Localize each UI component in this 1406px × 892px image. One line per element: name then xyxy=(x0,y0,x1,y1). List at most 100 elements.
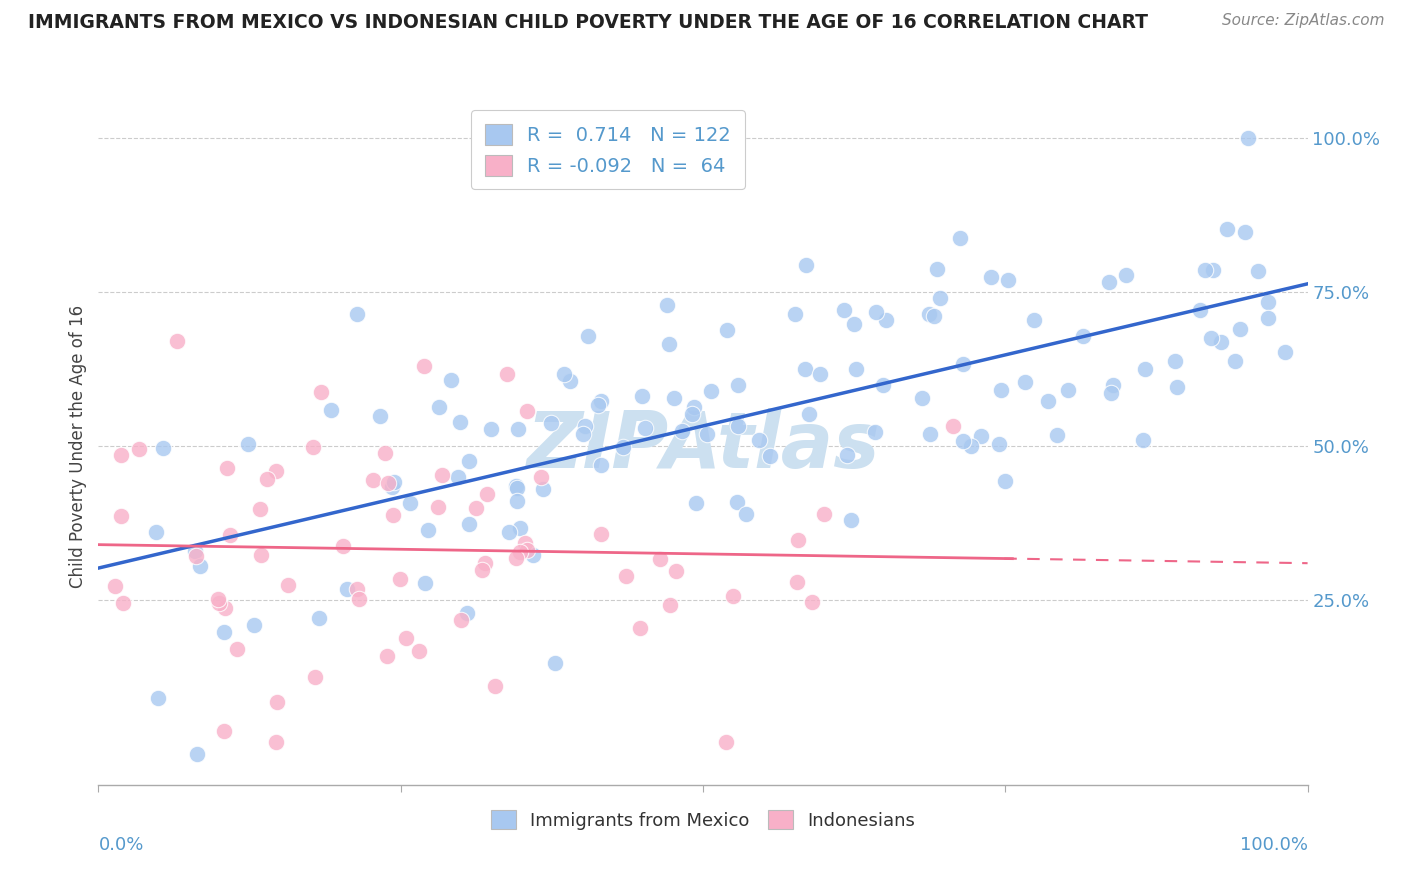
Point xyxy=(560,375,582,389)
Point xyxy=(631,388,654,402)
Point xyxy=(1098,275,1121,289)
Point xyxy=(346,582,368,596)
Point xyxy=(794,361,817,376)
Point xyxy=(721,589,744,603)
Point xyxy=(928,292,950,306)
Point xyxy=(112,596,135,610)
Point xyxy=(152,442,174,456)
Point xyxy=(942,418,965,433)
Point xyxy=(427,401,450,415)
Point xyxy=(249,501,271,516)
Point xyxy=(475,487,498,501)
Point xyxy=(506,423,529,437)
Point xyxy=(658,337,681,351)
Point xyxy=(509,545,531,559)
Point xyxy=(186,549,208,564)
Point xyxy=(309,385,332,400)
Point xyxy=(319,402,342,417)
Point xyxy=(505,550,527,565)
Point xyxy=(301,441,323,455)
Point xyxy=(479,422,502,436)
Point xyxy=(875,312,897,326)
Point xyxy=(664,391,686,405)
Point xyxy=(808,367,831,381)
Point xyxy=(219,527,242,541)
Point xyxy=(332,540,354,554)
Point xyxy=(347,591,370,606)
Point xyxy=(399,496,422,510)
Point xyxy=(104,579,127,593)
Point xyxy=(1201,331,1223,345)
Point xyxy=(949,231,972,245)
Point xyxy=(226,641,249,656)
Point xyxy=(214,625,236,640)
Point xyxy=(832,303,855,318)
Text: IMMIGRANTS FROM MEXICO VS INDONESIAN CHILD POVERTY UNDER THE AGE OF 16 CORRELATI: IMMIGRANTS FROM MEXICO VS INDONESIAN CHI… xyxy=(28,13,1149,32)
Point xyxy=(785,307,807,321)
Point xyxy=(256,472,278,486)
Point xyxy=(614,568,637,582)
Point xyxy=(911,392,934,406)
Point xyxy=(589,393,612,408)
Point xyxy=(243,618,266,632)
Point xyxy=(148,690,170,705)
Point xyxy=(145,525,167,540)
Point xyxy=(1014,376,1036,390)
Point xyxy=(236,437,259,451)
Point xyxy=(813,507,835,521)
Point xyxy=(308,611,330,625)
Point xyxy=(571,427,593,442)
Point xyxy=(735,507,758,521)
Point xyxy=(794,258,817,272)
Point xyxy=(576,329,599,343)
Point xyxy=(1201,263,1223,277)
Point xyxy=(374,446,396,460)
Point xyxy=(918,427,941,442)
Legend: Immigrants from Mexico, Indonesians: Immigrants from Mexico, Indonesians xyxy=(479,798,927,840)
Point xyxy=(277,578,299,592)
Point xyxy=(591,527,613,541)
Text: 100.0%: 100.0% xyxy=(1240,836,1308,854)
Point xyxy=(458,517,481,532)
Point xyxy=(1046,428,1069,442)
Point xyxy=(786,574,808,589)
Point xyxy=(952,357,974,371)
Point xyxy=(1257,311,1279,326)
Point xyxy=(368,409,391,424)
Point xyxy=(797,407,820,421)
Point xyxy=(727,377,749,392)
Point xyxy=(725,495,748,509)
Point xyxy=(509,521,531,535)
Point xyxy=(516,542,538,557)
Point xyxy=(990,384,1012,398)
Point xyxy=(336,582,359,596)
Point xyxy=(1166,380,1188,394)
Point xyxy=(1229,322,1251,336)
Point xyxy=(844,318,866,332)
Point xyxy=(994,475,1017,489)
Point xyxy=(212,724,235,739)
Point xyxy=(474,556,496,570)
Point xyxy=(839,513,862,527)
Point xyxy=(648,551,671,566)
Point xyxy=(671,425,693,439)
Point xyxy=(304,670,326,684)
Point xyxy=(845,362,868,376)
Point xyxy=(681,407,703,421)
Point xyxy=(388,572,411,586)
Point xyxy=(748,433,770,447)
Point xyxy=(515,535,537,549)
Point xyxy=(683,401,706,415)
Point xyxy=(540,416,562,430)
Point xyxy=(959,439,981,453)
Point xyxy=(1225,354,1247,368)
Point xyxy=(1135,362,1157,376)
Point xyxy=(865,304,887,318)
Point xyxy=(922,309,945,323)
Point xyxy=(665,565,688,579)
Point xyxy=(612,440,634,454)
Point xyxy=(1164,354,1187,368)
Point xyxy=(471,563,494,577)
Point xyxy=(553,368,575,382)
Point xyxy=(264,735,287,749)
